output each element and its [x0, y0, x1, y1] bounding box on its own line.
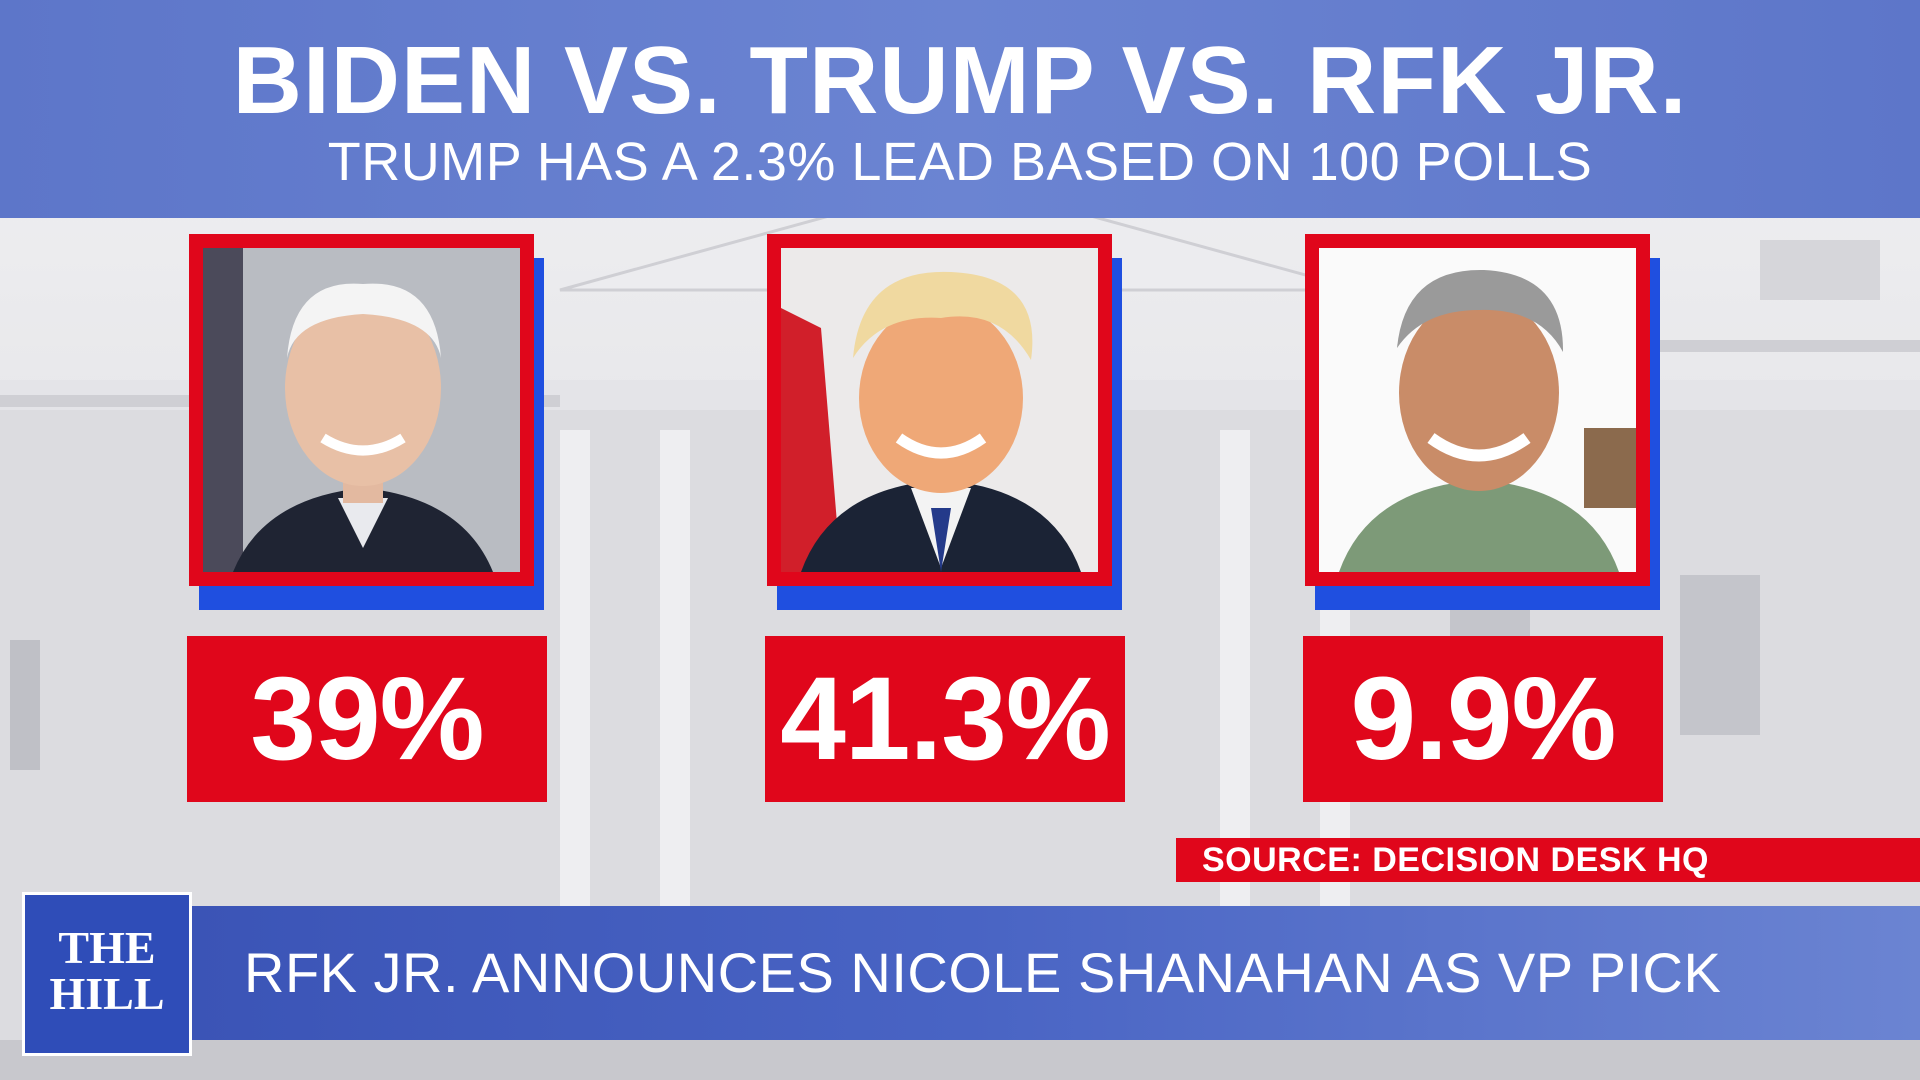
photo-frame [189, 234, 534, 586]
page-title: BIDEN VS. TRUMP VS. RFK JR. [232, 27, 1688, 134]
percent-badge: 39% [187, 636, 547, 802]
trump-portrait [781, 248, 1098, 572]
page-subtitle: TRUMP HAS A 2.3% LEAD BASED ON 100 POLLS [327, 132, 1593, 192]
percent-badge: 9.9% [1303, 636, 1663, 802]
candidate-card-trump: 41.3% [765, 234, 1127, 802]
candidate-card-biden: 39% [187, 234, 549, 802]
lower-third-bar: RFK JR. ANNOUNCES NICOLE SHANAHAN AS VP … [190, 906, 1920, 1040]
candidate-card-rfk-jr: 9.9% [1303, 234, 1665, 802]
percent-badge: 41.3% [765, 636, 1125, 802]
photo-frame [767, 234, 1112, 586]
photo-frame [1305, 234, 1650, 586]
the-hill-logo: THE HILL [22, 892, 192, 1056]
logo-line-1: THE [58, 922, 156, 973]
rfk-jr-portrait [1319, 248, 1636, 572]
header-banner: BIDEN VS. TRUMP VS. RFK JR. TRUMP HAS A … [0, 0, 1920, 218]
source-label: SOURCE: DECISION DESK HQ [1176, 838, 1920, 882]
headline-text: RFK JR. ANNOUNCES NICOLE SHANAHAN AS VP … [244, 941, 1722, 1004]
logo-line-2: HILL [49, 968, 165, 1019]
biden-portrait [203, 248, 520, 572]
